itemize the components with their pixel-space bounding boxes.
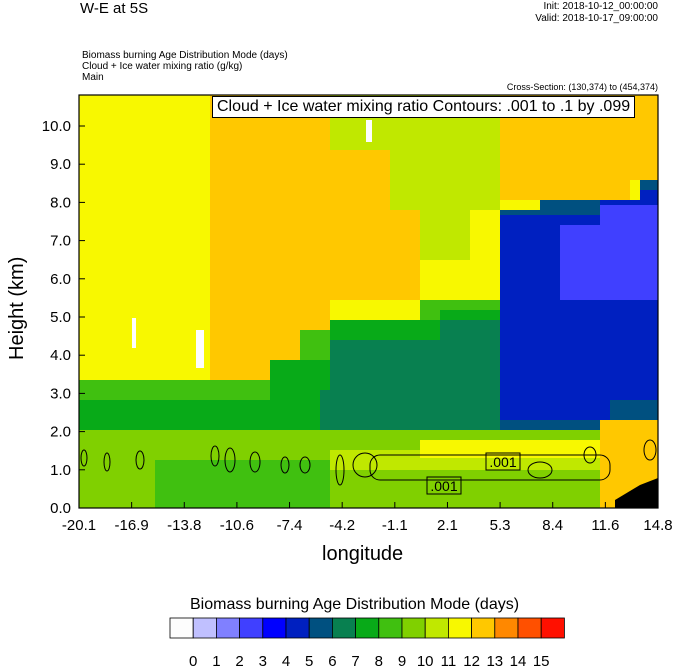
x-tick-label: -16.9 <box>115 517 149 534</box>
colorbar-label: 6 <box>328 653 336 667</box>
colorbar-label: 7 <box>351 653 359 667</box>
init-time: Init: 2018-10-12_00:00:00 <box>543 1 658 12</box>
subtitle-3: Main <box>82 72 104 83</box>
x-tick-label: -10.6 <box>220 517 254 534</box>
contour-label: .001 <box>489 454 516 470</box>
colorbar-label: 11 <box>441 653 457 667</box>
colorbar-swatch <box>262 617 287 639</box>
colorbar-label: 13 <box>486 653 503 667</box>
colorbar-label: 9 <box>398 653 406 667</box>
y-tick-label: 8.0 <box>50 194 71 211</box>
y-axis-label: Height (km) <box>6 256 28 360</box>
colorbar-swatch <box>331 617 356 639</box>
colorbar-label: 4 <box>282 653 290 667</box>
main-title: W-E at 5S <box>80 0 149 17</box>
colorbar-swatch <box>447 617 472 639</box>
y-tick-label: 6.0 <box>50 271 71 288</box>
x-axis-label: longitude <box>322 543 404 565</box>
x-tick-label: -7.4 <box>277 517 303 534</box>
x-tick-label: 14.8 <box>643 517 672 534</box>
colorbar-swatch <box>494 617 519 639</box>
colorbar-swatch <box>215 617 240 639</box>
age-field <box>79 95 658 508</box>
x-tick-label: -13.8 <box>167 517 201 534</box>
contour-label-box <box>426 476 462 495</box>
colorbar-label: 0 <box>189 653 197 667</box>
y-tick-label: 7.0 <box>50 233 71 250</box>
colorbar-label: 2 <box>235 653 243 667</box>
colorbar-label: 1 <box>212 653 220 667</box>
valid-time: Valid: 2018-10-17_09:00:00 <box>535 13 658 24</box>
cross-section-label: Cross-Section: (130,374) to (454,374) <box>506 82 658 92</box>
x-tick-label: -1.1 <box>382 517 408 534</box>
contour-label: .001 <box>430 478 457 494</box>
y-tick-label: 2.0 <box>50 424 71 441</box>
x-tick-label: 5.3 <box>490 517 511 534</box>
colorbar-label: 5 <box>305 653 313 667</box>
colorbar-swatch <box>540 617 565 639</box>
colorbar-swatch <box>285 617 310 639</box>
subtitle-2: Cloud + Ice water mixing ratio (g/kg) <box>82 61 243 72</box>
x-tick-label: 11.6 <box>591 517 619 534</box>
colorbar-swatch <box>378 617 403 639</box>
cloud-contours <box>80 439 657 486</box>
colorbar-title: Biomass burning Age Distribution Mode (d… <box>190 596 520 613</box>
y-tick-label: 9.0 <box>50 156 71 173</box>
colorbar-swatch <box>517 617 542 639</box>
subtitle-1: Biomass burning Age Distribution Mode (d… <box>82 50 288 61</box>
colorbar-swatch <box>192 617 217 639</box>
y-tick-label: 10.0 <box>42 118 71 135</box>
y-tick-label: 5.0 <box>50 309 71 326</box>
colorbar-swatch <box>308 617 333 639</box>
plot-frame <box>78 94 659 509</box>
colorbar-label: 8 <box>375 653 383 667</box>
colorbar-label: 10 <box>417 653 434 667</box>
colorbar-label: 12 <box>463 653 480 667</box>
x-tick-label: 2.1 <box>437 517 458 534</box>
colorbar-label: 15 <box>533 653 550 667</box>
y-tick-label: 4.0 <box>50 347 71 364</box>
x-tick-label: -4.2 <box>329 517 355 534</box>
colorbar-label: 3 <box>259 653 267 667</box>
colorbar-swatch <box>401 617 426 639</box>
colorbar-swatch <box>355 617 380 639</box>
x-tick-label: -20.1 <box>62 517 96 534</box>
x-tick-label: 8.4 <box>542 517 563 534</box>
colorbar-label: 14 <box>510 653 527 667</box>
contour-label-box <box>485 452 521 471</box>
colorbar-swatch <box>239 617 264 639</box>
colorbar-swatch <box>424 617 449 639</box>
y-tick-label: 1.0 <box>50 462 71 479</box>
y-tick-label: 3.0 <box>50 385 71 402</box>
colorbar-swatch <box>169 617 194 639</box>
y-tick-label: 0.0 <box>50 500 71 517</box>
colorbar-swatch <box>471 617 496 639</box>
contour-title: Cloud + Ice water mixing ratio Contours:… <box>212 96 636 118</box>
